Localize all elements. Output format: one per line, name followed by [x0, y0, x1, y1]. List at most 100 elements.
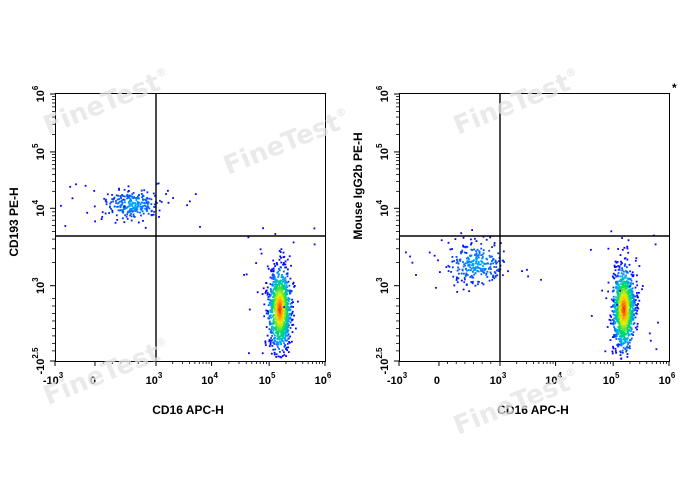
event-dot — [590, 248, 592, 251]
event-dot — [466, 274, 469, 276]
event-dot — [620, 340, 623, 343]
event-dot — [285, 310, 288, 313]
event-dot — [167, 201, 170, 204]
event-dot — [279, 321, 281, 323]
event-dot — [626, 321, 628, 324]
event-dot — [130, 212, 132, 215]
event-dot — [618, 311, 621, 314]
event-dot — [268, 340, 271, 343]
event-dot — [615, 275, 618, 278]
event-dot — [282, 314, 285, 317]
event-dot — [281, 297, 284, 300]
event-dot — [613, 264, 616, 267]
event-dot — [462, 236, 465, 239]
event-dot — [283, 310, 285, 313]
event-dot — [625, 303, 628, 306]
event-dot — [615, 329, 618, 332]
y-tick-label: 105 — [375, 143, 391, 160]
event-dot — [502, 250, 505, 253]
event-dot — [624, 348, 627, 350]
event-dot — [621, 308, 624, 311]
event-dot — [611, 322, 614, 325]
event-dot — [469, 266, 471, 269]
event-dot — [619, 305, 621, 308]
event-dot — [280, 286, 282, 289]
event-dot — [267, 304, 270, 307]
event-dot — [612, 310, 614, 313]
event-dot — [621, 319, 624, 321]
event-dot — [122, 195, 124, 197]
event-dot — [281, 278, 284, 281]
event-dot — [482, 249, 485, 251]
event-dot — [601, 289, 603, 292]
event-dot — [622, 325, 625, 328]
event-dot — [275, 307, 278, 309]
event-dot — [626, 338, 628, 341]
y-tick-label: 103 — [375, 277, 391, 294]
event-dot — [447, 264, 450, 267]
event-dot — [463, 281, 466, 284]
event-dot — [128, 211, 131, 213]
event-dot — [488, 254, 491, 257]
event-dot — [626, 316, 629, 319]
event-dot — [277, 327, 280, 330]
event-dot — [282, 256, 285, 259]
event-dot — [641, 285, 644, 287]
event-dot — [103, 197, 106, 200]
event-dot — [622, 343, 624, 345]
event-dot — [275, 283, 277, 286]
event-dot — [276, 323, 279, 326]
event-dot — [618, 322, 620, 324]
event-dot — [118, 209, 121, 212]
event-dot — [272, 323, 275, 325]
event-dot — [271, 290, 274, 293]
event-dot — [139, 203, 142, 206]
event-dot — [144, 226, 147, 229]
event-dot — [122, 198, 125, 201]
event-dot — [288, 316, 291, 319]
event-dot — [264, 340, 267, 343]
event-dot — [274, 265, 276, 267]
event-dot — [146, 191, 149, 194]
event-dot — [280, 296, 282, 298]
event-dot — [278, 303, 281, 306]
event-dot — [276, 284, 279, 286]
event-dot — [277, 337, 280, 340]
event-dot — [628, 323, 631, 326]
event-dot — [629, 289, 631, 292]
event-dot — [475, 266, 478, 269]
event-dot — [272, 270, 275, 272]
event-dot — [475, 250, 477, 253]
event-dot — [463, 246, 466, 248]
event-dot — [456, 269, 459, 272]
y-tick-label: 103 — [31, 277, 47, 294]
event-dot — [283, 294, 285, 297]
event-dot — [281, 280, 284, 283]
event-dot — [629, 278, 632, 280]
event-dot — [626, 327, 628, 329]
event-dot — [614, 306, 616, 309]
event-dot — [619, 354, 622, 356]
event-dot — [627, 337, 629, 340]
event-dot — [616, 293, 619, 296]
event-dot — [272, 278, 275, 280]
event-dot — [293, 285, 296, 287]
event-dot — [287, 309, 290, 312]
event-dot — [285, 284, 288, 287]
y-tick-label: -102.5 — [375, 347, 391, 375]
event-dot — [111, 198, 114, 201]
event-dot — [117, 201, 120, 204]
event-dot — [453, 284, 456, 287]
event-dot — [140, 193, 143, 195]
event-dot — [495, 262, 498, 265]
event-dot — [632, 275, 634, 278]
event-dot — [279, 315, 282, 318]
event-dot — [632, 323, 635, 325]
event-dot — [93, 205, 96, 208]
event-dot — [486, 262, 489, 265]
event-dot — [146, 205, 149, 207]
event-dot — [618, 285, 621, 288]
event-dot — [617, 272, 620, 274]
event-dot — [277, 305, 280, 308]
event-dot — [608, 318, 611, 321]
